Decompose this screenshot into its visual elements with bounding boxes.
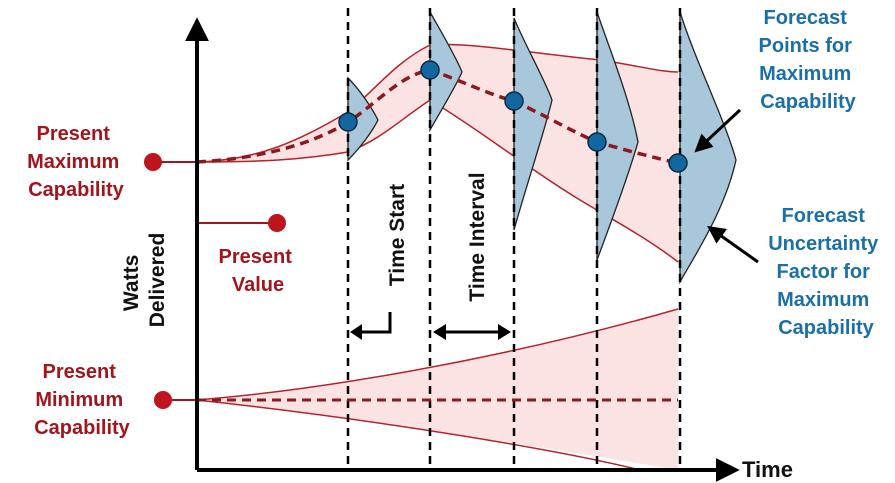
present-max-dot [144,153,162,171]
y-axis-label: Watts Delivered [120,233,169,328]
present-value-dot [268,214,286,232]
present-maximum-label: Present Maximum Capability [27,123,125,201]
present-value-label: Present Value [219,246,298,296]
time-interval-label: Time Interval [466,172,489,301]
forecast-uncertainty-label: Forecast Uncertainty Factor for Maximum … [768,205,884,339]
present-minimum-label: Present Minimum Capability [34,361,130,439]
svg-text:Watts Delivered: Watts Delivered [120,233,169,328]
forecast-points-label: Forecast Points for Maximum Capability [759,7,858,113]
forecast-point-3 [505,92,523,110]
forecast-point-2 [421,61,439,79]
forecast-point-1 [339,113,357,131]
time-interval-arrowhead-right [498,324,511,340]
present-min-dot [154,391,172,409]
time-interval-arrowhead-left [433,324,446,340]
forecast-uncertainty-callout-arrow [710,228,758,262]
forecast-point-5 [669,154,687,172]
forecast-point-4 [588,133,606,151]
time-start-arrowhead [350,324,362,340]
time-start-label: Time Start [386,184,409,286]
x-axis-label: Time [742,457,793,482]
